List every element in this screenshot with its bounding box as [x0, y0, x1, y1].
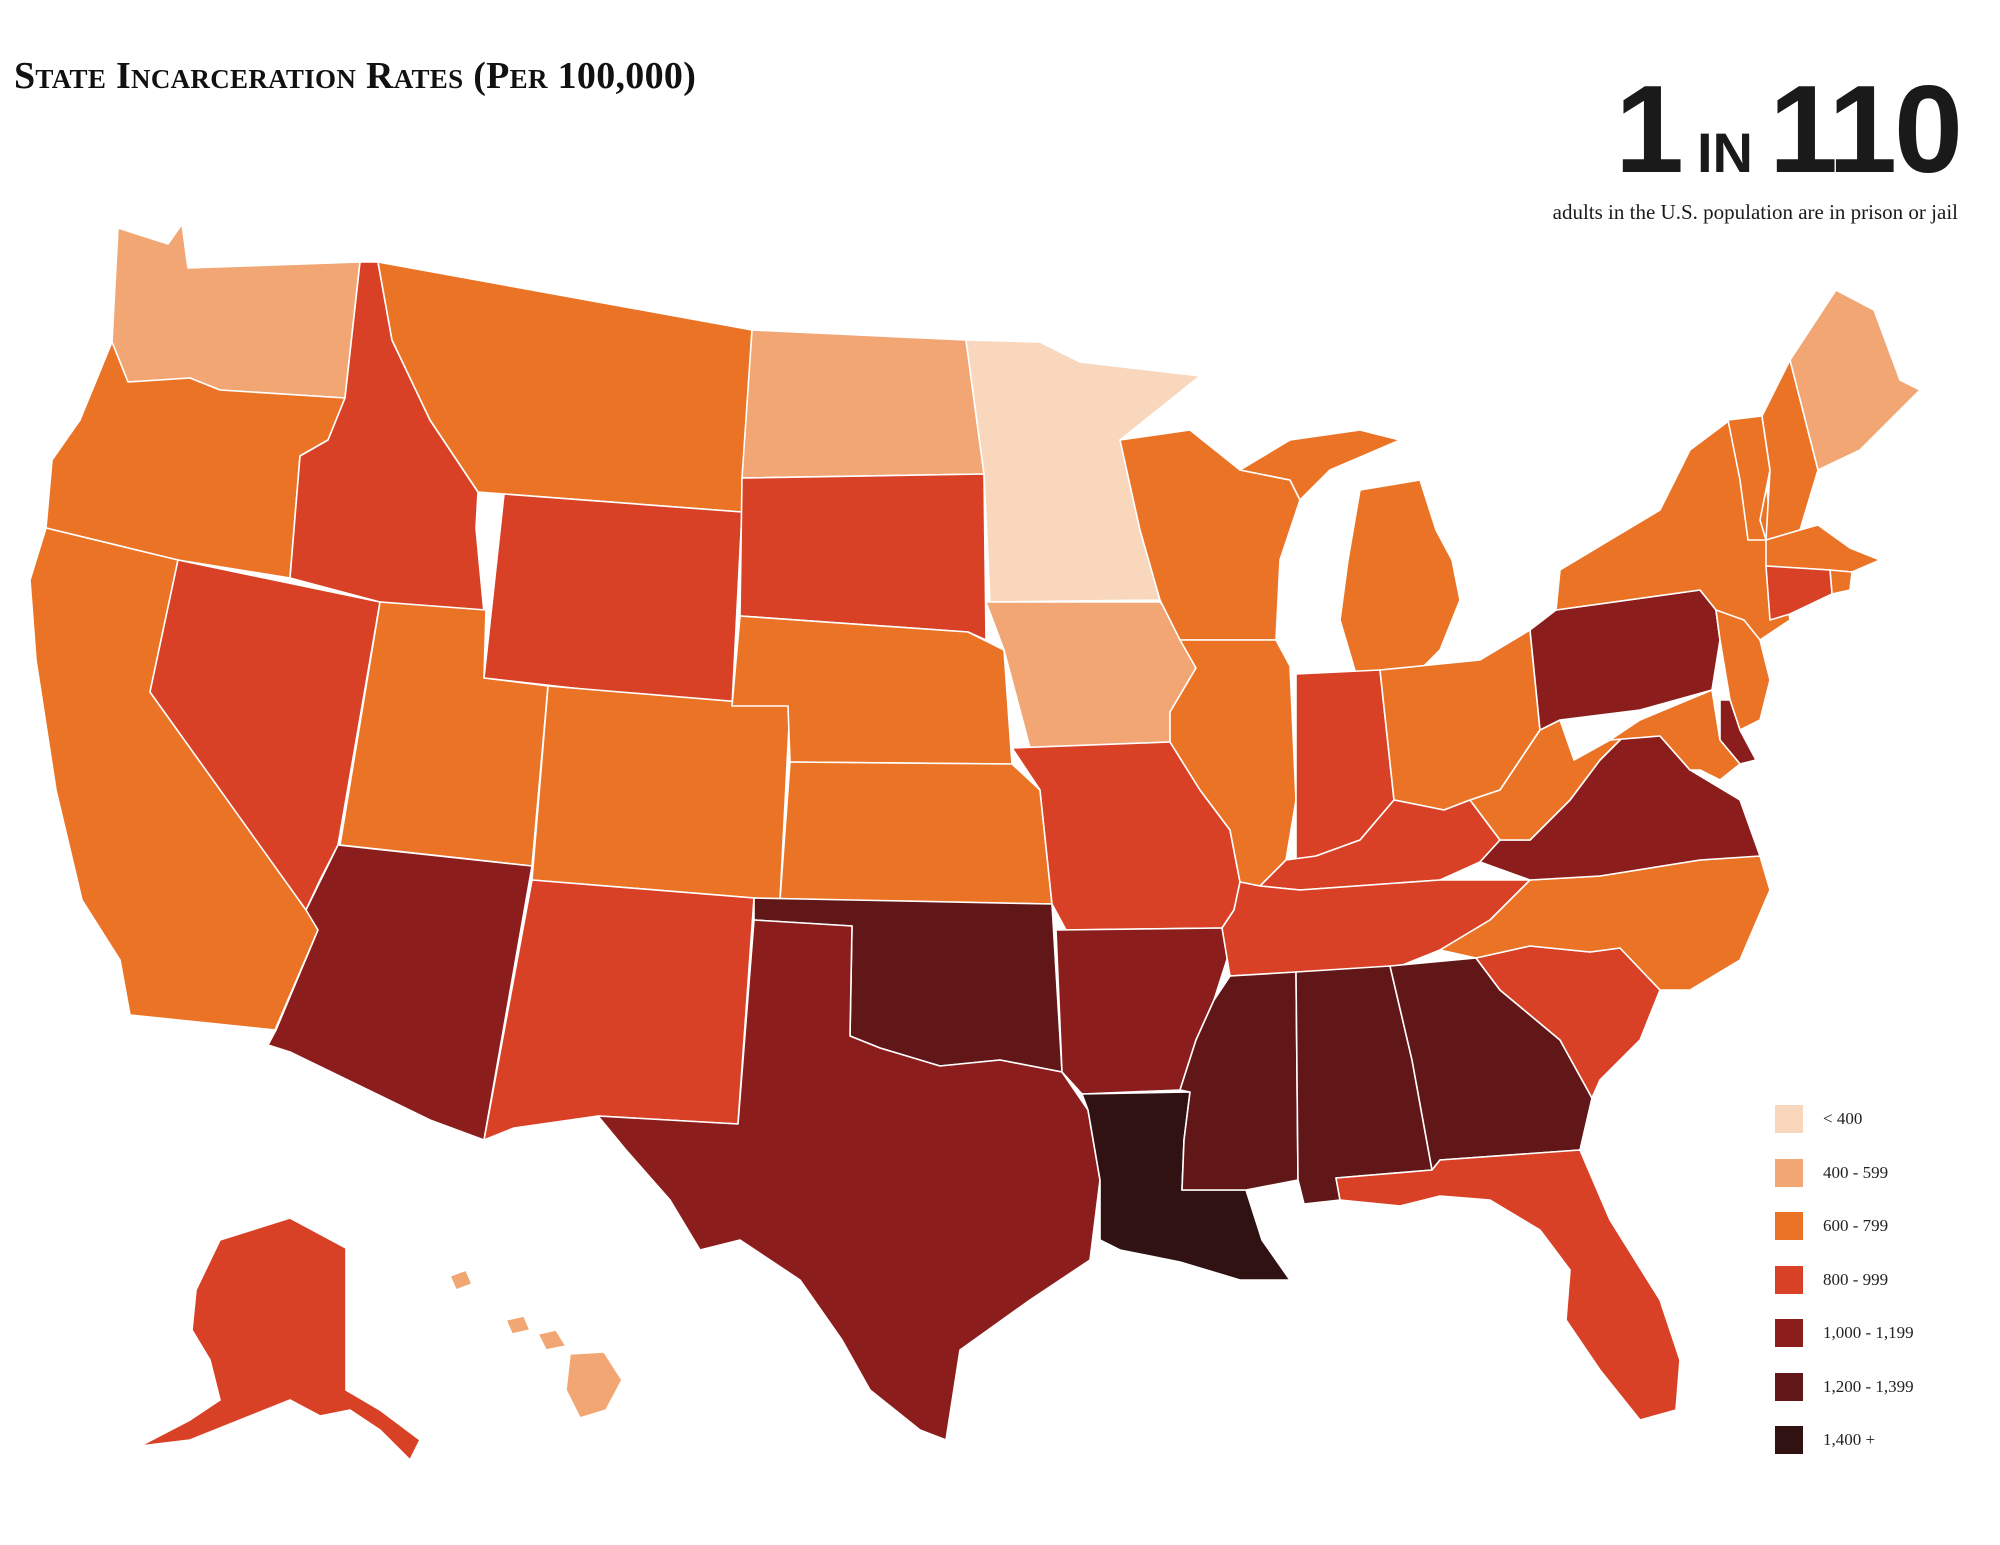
legend-swatch	[1775, 1105, 1803, 1133]
state-KS[interactable]	[779, 761, 1053, 905]
state-ME[interactable]	[1789, 289, 1921, 471]
state-MS[interactable]	[1179, 971, 1299, 1191]
legend-swatch	[1775, 1212, 1803, 1240]
legend-label: 800 - 999	[1823, 1269, 1889, 1289]
state-AK[interactable]	[139, 1217, 421, 1461]
state-SD[interactable]	[739, 473, 987, 641]
state-ND[interactable]	[741, 329, 985, 479]
headline-stat: 1 in 110 adults in the U.S. population are…	[1552, 68, 1963, 225]
legend-item: 400 - 599	[1775, 1158, 1889, 1187]
state-CT[interactable]	[1765, 565, 1833, 621]
state-MD[interactable]	[1609, 689, 1741, 781]
state-TX[interactable]	[597, 919, 1101, 1441]
headline-number-a: 1	[1614, 61, 1684, 199]
legend-label: < 400	[1823, 1109, 1863, 1128]
headline-ratio: 1 in 110	[1553, 68, 1963, 192]
map-title: State Incarceration Rates (Per 100,000)	[14, 55, 697, 97]
legend-item: < 400	[1775, 1105, 1862, 1133]
legend-item: 1,200 - 1,399	[1775, 1372, 1914, 1401]
legend-label: 1,000 - 1,199	[1823, 1323, 1914, 1342]
state-MI[interactable]	[1239, 429, 1461, 675]
state-NM[interactable]	[483, 879, 755, 1141]
legend-item: 1,400 +	[1775, 1426, 1875, 1454]
legend-swatch	[1775, 1372, 1803, 1401]
state-WY[interactable]	[483, 493, 743, 707]
state-WI[interactable]	[1119, 429, 1301, 641]
legend-swatch	[1775, 1426, 1803, 1454]
state-FL[interactable]	[1335, 1149, 1681, 1421]
legend-label: 1,200 - 1,399	[1823, 1376, 1914, 1396]
state-RI[interactable]	[1829, 569, 1853, 595]
legend-item: 800 - 999	[1775, 1265, 1889, 1294]
legend-label: 1,400 +	[1823, 1430, 1876, 1449]
state-IA[interactable]	[985, 601, 1197, 749]
legend-swatch	[1775, 1265, 1803, 1294]
legend-swatch	[1775, 1158, 1803, 1187]
state-HI[interactable]	[449, 1269, 623, 1419]
legend-label: 600 - 799	[1823, 1216, 1889, 1235]
headline-subtitle: adults in the U.S. population are in pri…	[1552, 200, 1958, 224]
headline-number-b: 110	[1768, 61, 1963, 199]
state-CO[interactable]	[531, 685, 791, 901]
state-WA[interactable]	[111, 223, 361, 399]
headline-word: in	[1696, 100, 1753, 189]
state-AZ[interactable]	[267, 844, 533, 1141]
state-NJ[interactable]	[1715, 609, 1771, 731]
legend-label: 400 - 599	[1823, 1162, 1889, 1182]
legend-item: 600 - 799	[1775, 1212, 1888, 1240]
legend-item: 1,000 - 1,199	[1775, 1319, 1914, 1347]
legend-swatch	[1775, 1319, 1803, 1347]
